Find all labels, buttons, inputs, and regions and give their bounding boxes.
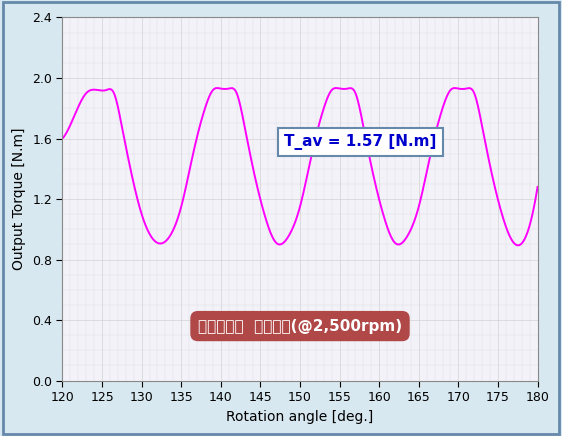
Y-axis label: Output Torque [N.m]: Output Torque [N.m] xyxy=(12,128,26,270)
Text: 정격에서의  토크특성(@2,500rpm): 정격에서의 토크특성(@2,500rpm) xyxy=(198,319,402,334)
X-axis label: Rotation angle [deg.]: Rotation angle [deg.] xyxy=(226,409,374,423)
Text: T_av = 1.57 [N.m]: T_av = 1.57 [N.m] xyxy=(284,134,437,150)
